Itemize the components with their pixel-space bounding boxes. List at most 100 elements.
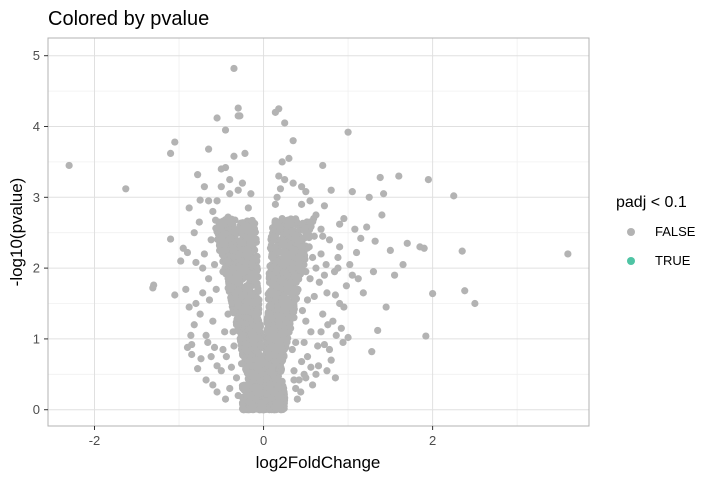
data-point: [149, 284, 157, 292]
data-point: [354, 275, 362, 283]
data-point: [171, 138, 179, 146]
y-tick-label: 5: [33, 48, 40, 63]
data-point: [221, 230, 230, 238]
data-point: [379, 190, 388, 198]
data-point: [399, 260, 407, 269]
data-point: [278, 158, 286, 166]
data-point: [246, 392, 254, 400]
data-point: [327, 186, 335, 194]
data-point: [323, 367, 331, 375]
data-point: [264, 295, 272, 303]
data-point: [276, 277, 285, 286]
data-point: [213, 197, 221, 205]
data-point: [273, 193, 281, 201]
data-point: [303, 296, 312, 304]
data-point: [264, 318, 272, 327]
data-point: [374, 326, 382, 335]
data-point: [215, 246, 224, 255]
data-point: [194, 171, 202, 179]
data-point: [306, 218, 314, 226]
data-point: [278, 345, 286, 353]
data-point: [281, 176, 289, 184]
data-point: [187, 331, 195, 339]
y-tick-label: 3: [33, 190, 40, 205]
data-point: [289, 137, 297, 145]
data-point: [303, 353, 312, 361]
data-point: [190, 321, 198, 329]
data-point: [243, 254, 251, 262]
data-point: [185, 303, 193, 311]
data-point: [287, 278, 295, 286]
data-point: [314, 342, 322, 350]
data-point: [292, 384, 300, 393]
data-point: [232, 321, 241, 329]
data-point: [207, 353, 215, 361]
data-point: [314, 362, 323, 370]
data-point: [283, 222, 291, 230]
data-point: [295, 275, 303, 283]
data-point: [288, 229, 296, 237]
data-point: [205, 145, 213, 153]
data-point: [265, 345, 273, 354]
data-point: [249, 235, 257, 243]
data-point: [320, 202, 329, 210]
data-point: [312, 211, 320, 219]
legend-key-false: [627, 228, 635, 236]
data-point: [199, 289, 207, 297]
data-point: [234, 112, 242, 120]
data-point: [266, 380, 274, 388]
data-point: [226, 384, 234, 393]
data-point: [188, 350, 196, 359]
data-point: [222, 246, 230, 254]
y-axis-title: -log10(pvalue): [7, 178, 26, 287]
data-point: [243, 222, 251, 230]
data-point: [229, 309, 238, 317]
data-point: [240, 406, 248, 414]
data-point: [219, 239, 227, 248]
data-point: [324, 321, 332, 329]
data-point: [295, 376, 303, 384]
data-point: [253, 314, 261, 322]
data-point: [297, 357, 306, 366]
data-point: [236, 225, 244, 233]
data-point: [166, 149, 175, 158]
data-point: [212, 216, 220, 224]
data-point: [257, 342, 265, 350]
data-point: [273, 257, 281, 265]
data-point: [192, 299, 200, 308]
data-point: [290, 367, 298, 375]
data-point: [197, 355, 205, 363]
data-point: [205, 275, 213, 283]
data-point: [294, 255, 302, 263]
data-point: [230, 342, 238, 350]
data-point: [288, 345, 296, 354]
data-point: [166, 235, 175, 243]
data-point: [403, 239, 411, 247]
data-point: [200, 183, 208, 191]
legend: padj < 0.1 FALSE TRUE: [616, 194, 696, 268]
data-point: [297, 200, 306, 208]
data-point: [213, 362, 221, 370]
data-point: [217, 367, 225, 375]
legend-key-true: [627, 257, 635, 265]
data-point: [298, 306, 307, 315]
data-point: [205, 197, 213, 205]
data-point: [281, 306, 290, 315]
data-point: [310, 292, 318, 301]
data-point: [336, 243, 344, 251]
data-point: [564, 250, 572, 258]
data-point: [244, 314, 252, 322]
data-point: [221, 328, 229, 336]
data-point: [251, 370, 259, 378]
data-point: [183, 248, 192, 257]
data-point: [297, 248, 305, 257]
data-point: [239, 331, 247, 339]
data-point: [302, 188, 310, 196]
data-point: [336, 299, 344, 308]
data-point: [265, 353, 273, 361]
data-point: [306, 197, 314, 205]
data-point: [266, 301, 274, 309]
data-point: [302, 374, 310, 382]
plot-panel: [47, 37, 590, 427]
data-point: [249, 299, 258, 308]
